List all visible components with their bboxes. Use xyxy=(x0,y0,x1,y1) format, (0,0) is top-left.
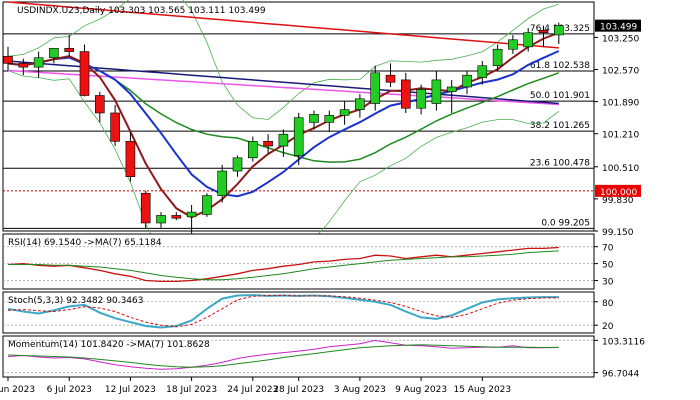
fib-label: 61.8 102.538 xyxy=(530,61,590,71)
stoch-title: Stoch(5,3,3) 92.3482 90.3463 xyxy=(8,296,143,306)
fib-label: 38.2 101.265 xyxy=(530,121,590,131)
rsi-series-1-line xyxy=(8,250,559,281)
candle-body xyxy=(263,140,273,147)
y-tick-label: 102.570 xyxy=(602,67,639,77)
current-price-label: 103.499 xyxy=(600,23,637,33)
candle-body xyxy=(18,63,29,68)
price-title: USDINDX.U23,Daily 103.303 103.565 103.11… xyxy=(17,6,266,16)
rsi-series-0-line xyxy=(7,246,559,283)
y-tick-label: 96.7044 xyxy=(602,370,639,380)
candle-body xyxy=(95,95,105,114)
momentum-series-0-line xyxy=(7,339,559,370)
panel-frame xyxy=(2,233,595,290)
x-tick-label: 15 Aug 2023 xyxy=(453,385,511,395)
y-tick-label: 100.510 xyxy=(602,164,639,174)
candle-body xyxy=(3,55,13,64)
candle-body xyxy=(110,112,120,142)
y-tick-label: 80 xyxy=(602,299,614,309)
ma-long-navy-line xyxy=(7,60,559,105)
y-tick-label: 103.3116 xyxy=(602,337,645,347)
y-tick-label: 30 xyxy=(602,278,614,288)
x-tick-label: 18 Jul 2023 xyxy=(166,385,217,395)
y-tick-label: 70 xyxy=(602,244,614,254)
y-tick-label: 99.830 xyxy=(602,196,634,206)
candle-body xyxy=(508,39,518,50)
y-tick-label: 101.210 xyxy=(602,131,639,141)
candle-body xyxy=(355,98,365,110)
x-tick-label: 30 Jun 2023 xyxy=(0,385,35,395)
candle-body xyxy=(186,211,197,218)
candle-body xyxy=(477,65,488,78)
y-tick-label: 103.250 xyxy=(602,34,639,44)
fib-label: 50.0 101.901 xyxy=(530,91,590,101)
fib-label: 0.0 99.205 xyxy=(541,218,590,228)
candle-body xyxy=(79,51,90,96)
x-tick-label: 3 Aug 2023 xyxy=(334,385,386,395)
current-price-tag xyxy=(595,19,641,32)
x-tick-label: 24 Jul 2023 xyxy=(227,385,278,395)
candle-body xyxy=(33,57,44,68)
y-tick-label: 99.150 xyxy=(602,228,634,238)
candle-body xyxy=(156,215,166,224)
level-100-label: 100.000 xyxy=(600,188,637,198)
candle-body xyxy=(64,47,74,52)
candle-body xyxy=(446,86,457,93)
x-tick-label: 6 Jul 2023 xyxy=(47,385,92,395)
x-tick-label: 9 Aug 2023 xyxy=(395,385,447,395)
candle-body xyxy=(278,133,289,147)
candle-body xyxy=(171,215,182,219)
stoch-series-1-line xyxy=(7,295,559,328)
candle-body xyxy=(462,74,472,88)
candle-body xyxy=(492,48,503,67)
panel-frame xyxy=(2,335,595,378)
level-100-tag xyxy=(595,184,641,197)
rsi-title: RSI(14) 69.1540 ->MA(7) 65.1184 xyxy=(8,238,162,248)
candle-body xyxy=(125,140,136,178)
candle-body xyxy=(538,30,549,33)
upper-band-line xyxy=(7,0,559,120)
candle-body xyxy=(248,140,258,159)
candle-body xyxy=(324,115,335,123)
candle-body xyxy=(553,25,564,36)
y-tick-label: 20 xyxy=(602,322,614,332)
candle-body xyxy=(140,192,151,224)
fib-label: 23.6 100.478 xyxy=(530,158,590,168)
momentum-title: Momentum(14) 101.8420 ->MA(7) 101.8628 xyxy=(8,340,210,350)
candle-body xyxy=(217,170,227,196)
candle-body xyxy=(49,47,59,59)
candle-body xyxy=(293,117,304,156)
candle-body xyxy=(232,157,243,172)
candle-body xyxy=(385,74,396,83)
x-tick-label: 12 Jul 2023 xyxy=(105,385,156,395)
candle-body xyxy=(309,114,319,123)
candle-body xyxy=(400,79,411,109)
candle-body xyxy=(416,89,426,109)
candle-body xyxy=(339,109,350,116)
candle-body xyxy=(202,195,212,215)
y-tick-label: 101.890 xyxy=(602,99,639,109)
candle-body xyxy=(523,32,534,48)
candle-body xyxy=(431,79,442,104)
candle-body xyxy=(370,72,381,104)
y-tick-label: 50 xyxy=(602,261,614,271)
x-tick-label: 28 Jul 2023 xyxy=(273,385,324,395)
ma-long-red-line xyxy=(7,1,559,49)
momentum-series-1-line xyxy=(7,344,559,368)
